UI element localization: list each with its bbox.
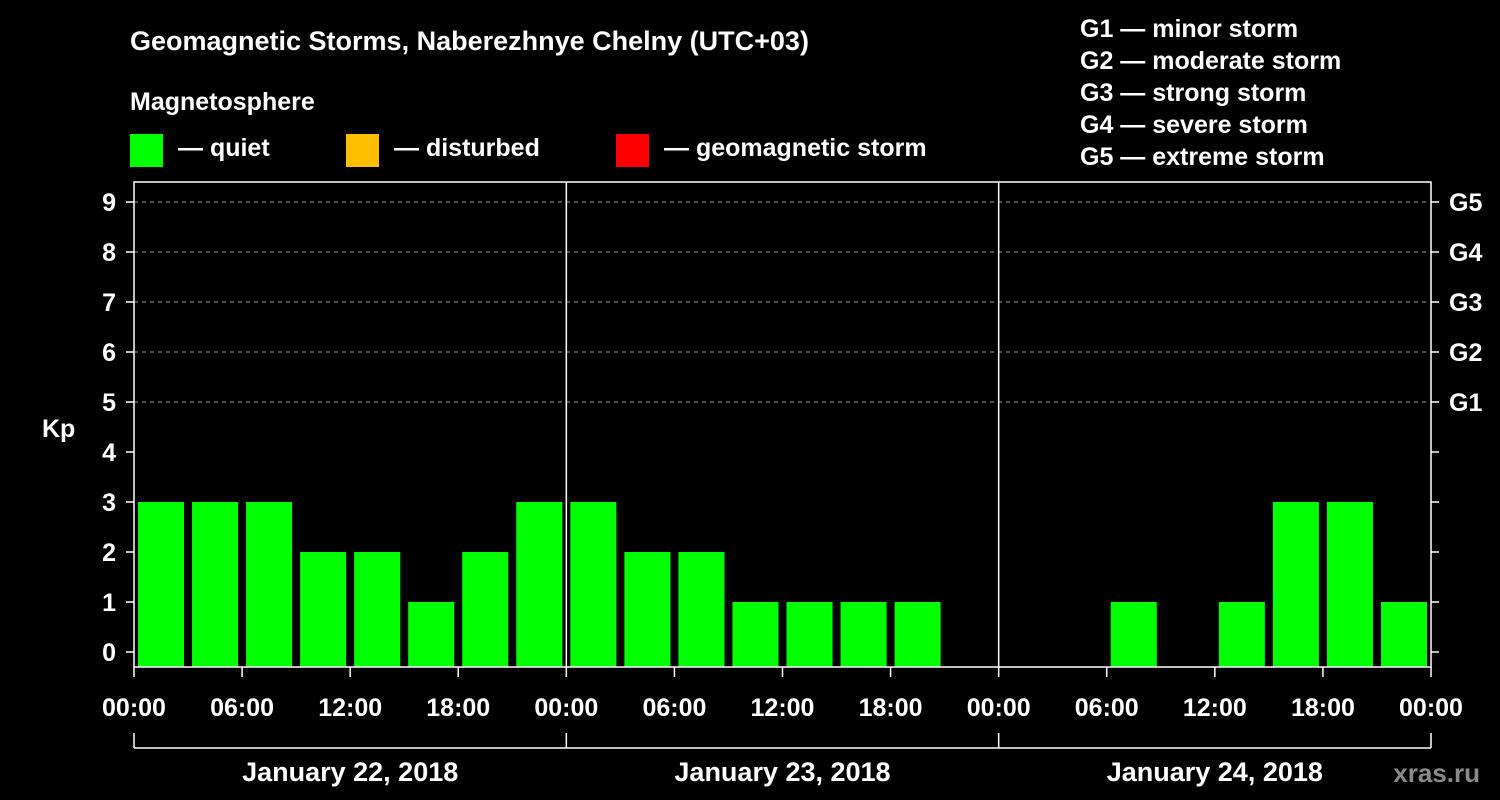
right-axis-label-g1: G1: [1449, 389, 1482, 417]
y-tick-label-4: 4: [102, 439, 116, 467]
bar-14: [894, 602, 941, 667]
x-tick-label-6: 12:00: [751, 694, 815, 722]
right-axis-label-g4: G4: [1449, 239, 1482, 267]
day-labels: January 22, 2018 January 23, 2018 January …: [133, 733, 1432, 787]
x-tick-label-8: 00:00: [967, 694, 1031, 722]
bar-5: [408, 602, 455, 667]
y-tick-label-5: 5: [102, 389, 116, 417]
x-tick-label-0: 00:00: [102, 694, 166, 722]
grid: [134, 201, 1431, 403]
bar-9: [624, 552, 671, 667]
y-tick-label-0: 0: [102, 639, 116, 667]
y-axis-label: Kp: [42, 415, 75, 443]
legend-heading: Magnetosphere: [130, 88, 315, 116]
y-tick-label-7: 7: [102, 289, 116, 317]
y-tick-label-6: 6: [102, 339, 116, 367]
legend-disturbed: — disturbed: [394, 134, 540, 162]
bar-13: [840, 602, 887, 667]
watermark: xras.ru: [1393, 758, 1480, 788]
y-ticks: 0 1 2 3 4 5 6 7 8 9: [102, 189, 134, 667]
storm-scale-g4: G4 — severe storm: [1080, 111, 1308, 139]
bar-1: [192, 502, 239, 667]
bar-20: [1218, 602, 1265, 667]
storm-scale-g5: G5 — extreme storm: [1080, 143, 1325, 171]
y-tick-label-8: 8: [102, 239, 116, 267]
x-tick-label-7: 18:00: [859, 694, 923, 722]
x-ticks: 00:00 06:00 12:00 18:00 00:00 06:00 12:00 18:00…: [102, 667, 1463, 722]
storm-scale-g2: G2 — moderate storm: [1080, 47, 1342, 75]
right-axis-ticks: G1 G2 G3 G4 G5: [1431, 189, 1482, 653]
storm-scale-g3: G3 — strong storm: [1080, 79, 1307, 107]
bar-23: [1380, 602, 1427, 667]
y-tick-label-1: 1: [102, 589, 116, 617]
x-tick-label-9: 06:00: [1075, 694, 1139, 722]
bar-10: [678, 552, 725, 667]
bar-11: [732, 602, 779, 667]
y-tick-label-9: 9: [102, 189, 116, 217]
legend-quiet: — quiet: [178, 134, 270, 162]
x-tick-label-3: 18:00: [426, 694, 490, 722]
x-tick-label-2: 12:00: [318, 694, 382, 722]
bar-2: [246, 502, 293, 667]
right-axis-label-g5: G5: [1449, 189, 1482, 217]
swatch-quiet: [130, 134, 163, 167]
bar-3: [300, 552, 347, 667]
right-axis-label-g3: G3: [1449, 289, 1482, 317]
bar-22: [1326, 502, 1373, 667]
x-tick-label-4: 00:00: [534, 694, 598, 722]
swatch-disturbed: [346, 134, 379, 167]
bar-7: [516, 502, 563, 667]
y-tick-label-3: 3: [102, 489, 116, 517]
bar-12: [786, 602, 833, 667]
chart-title: Geomagnetic Storms, Naberezhnye Chelny (…: [130, 26, 809, 56]
bar-6: [462, 552, 509, 667]
bar-18: [1110, 602, 1157, 667]
x-tick-label-11: 18:00: [1291, 694, 1355, 722]
x-tick-label-12: 00:00: [1399, 694, 1463, 722]
storm-scale-g1: G1 — minor storm: [1080, 15, 1299, 43]
day-label-0: January 22, 2018: [242, 757, 458, 787]
day-label-1: January 23, 2018: [674, 757, 890, 787]
bar-4: [354, 552, 401, 667]
bar-21: [1272, 502, 1319, 667]
bar-0: [138, 502, 185, 667]
swatch-storm: [616, 134, 649, 167]
x-tick-label-5: 06:00: [642, 694, 706, 722]
bar-8: [570, 502, 617, 667]
x-tick-label-1: 06:00: [210, 694, 274, 722]
right-axis-label-g2: G2: [1449, 339, 1482, 367]
y-tick-label-2: 2: [102, 539, 116, 567]
legend-storm: — geomagnetic storm: [664, 134, 927, 162]
day-label-2: January 24, 2018: [1107, 757, 1323, 787]
bars: [138, 502, 1427, 667]
x-tick-label-10: 12:00: [1183, 694, 1247, 722]
